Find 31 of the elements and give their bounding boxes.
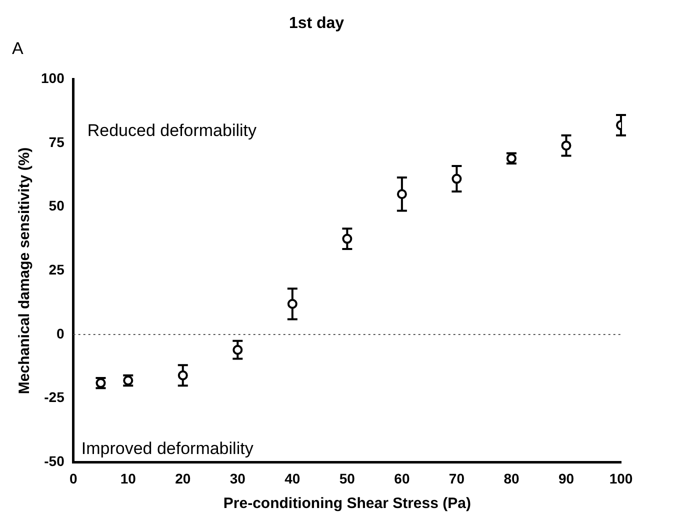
text: A — [12, 39, 24, 58]
x-tick-label: 20 — [175, 470, 191, 486]
annotation: Reduced deformability — [87, 121, 258, 140]
x-tick-label: 30 — [230, 470, 246, 486]
annotation: Improved deformability — [81, 439, 254, 458]
point — [396, 189, 407, 200]
x-tick-label: 40 — [284, 470, 300, 486]
x-tick-label: 0 — [69, 470, 78, 486]
x-axis-title: Pre-conditioning Shear Stress (Pa) — [223, 495, 471, 512]
y-tick-label: 100 — [41, 70, 65, 86]
x-tick-label: 60 — [394, 470, 410, 486]
y-tick-label: 50 — [48, 198, 65, 214]
y-tick-label: 0 — [56, 325, 65, 342]
x-tick-label: 100 — [609, 470, 633, 486]
x-tick-label: 70 — [448, 470, 465, 486]
y-axis-title: Mechanical damage sensitivity (%) — [16, 147, 34, 394]
y-tick-label: 25 — [48, 262, 65, 278]
y-tick-label: 75 — [48, 134, 65, 150]
point — [452, 174, 462, 184]
point — [287, 298, 298, 309]
x-tick-label: 10 — [120, 470, 136, 486]
point — [178, 370, 188, 380]
x-tick-label: 50 — [339, 470, 356, 486]
chart-title: 1st day — [288, 15, 344, 32]
x-tick-label: 90 — [558, 470, 574, 486]
y-tick-label: -50 — [44, 453, 65, 470]
x-tick-label: 80 — [504, 470, 520, 486]
point — [561, 140, 572, 151]
y-tick-label: -25 — [44, 389, 65, 406]
point — [232, 344, 243, 355]
point — [342, 234, 352, 244]
